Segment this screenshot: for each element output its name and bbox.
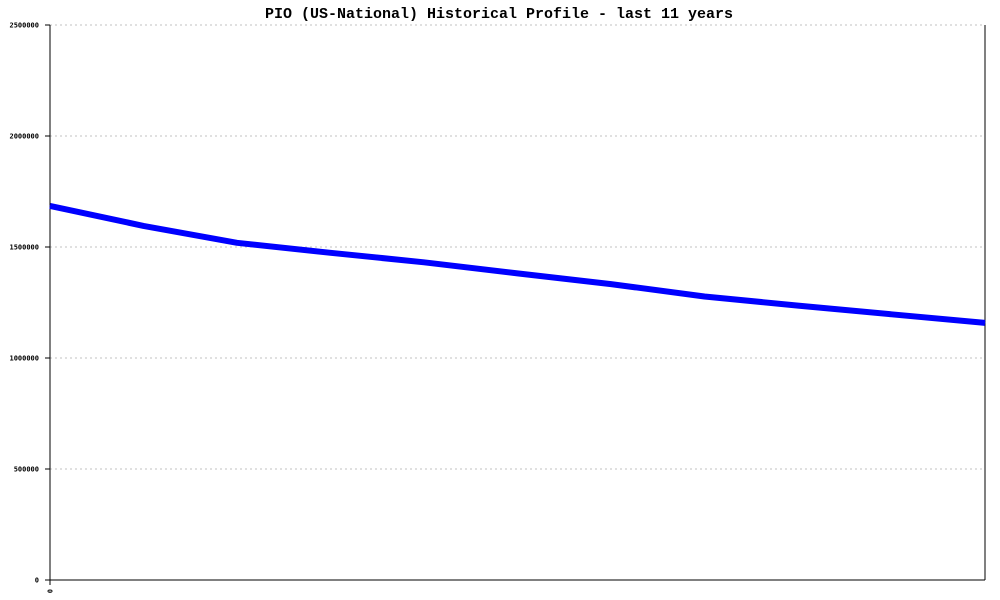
data-point: [517, 272, 518, 274]
x-axis-ticks: 0: [47, 580, 55, 593]
y-tick-label: 1000000: [9, 355, 39, 363]
y-axis-ticks: 0 500000 1000000 1500000 2000000 2500000: [9, 22, 50, 585]
y-tick-label: 500000: [14, 466, 39, 474]
series-line-0: [49, 202, 986, 326]
data-point: [891, 313, 892, 315]
data-point: [330, 252, 331, 254]
data-point: [143, 225, 144, 227]
y-tick-label: 0: [35, 577, 39, 585]
series-group: [49, 202, 986, 326]
data-point: [423, 261, 425, 263]
data-point: [984, 322, 986, 324]
data-point: [610, 283, 612, 285]
chart-title: PIO (US-National) Historical Profile - l…: [265, 6, 733, 23]
x-tick-label: 0: [47, 589, 55, 593]
y-tick-label: 2000000: [9, 133, 39, 141]
gridlines: [50, 24, 985, 470]
data-point: [797, 305, 799, 307]
data-point: [704, 296, 705, 298]
y-tick-label: 1500000: [9, 244, 39, 252]
y-tick-label: 2500000: [9, 22, 39, 30]
data-point: [236, 242, 238, 244]
data-point: [49, 205, 51, 207]
